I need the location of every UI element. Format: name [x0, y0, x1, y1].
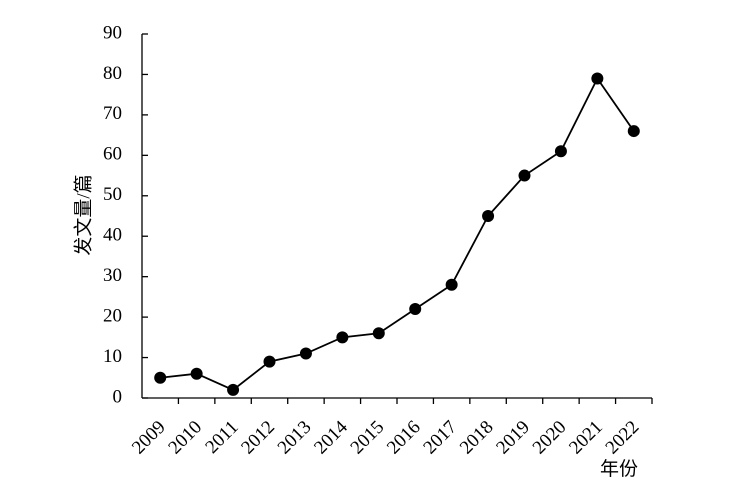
- data-point: [409, 303, 422, 316]
- x-tick-label: 2020: [529, 417, 571, 459]
- x-tick-label: 2015: [347, 417, 389, 459]
- x-tick-label: 2012: [237, 417, 279, 459]
- x-tick-label: 2010: [164, 417, 206, 459]
- x-tick-label: 2022: [602, 417, 644, 459]
- y-tick-label: 0: [113, 386, 123, 407]
- x-axis-label: 年份: [600, 458, 638, 480]
- y-tick-label: 30: [103, 265, 122, 286]
- data-point: [482, 210, 495, 222]
- y-tick-label: 50: [103, 184, 122, 205]
- data-point: [190, 367, 203, 380]
- data-point: [227, 383, 240, 396]
- y-tick-label: 80: [103, 63, 122, 84]
- data-point: [263, 355, 276, 368]
- y-tick-label: 10: [103, 346, 122, 367]
- x-tick-label: 2014: [310, 416, 352, 458]
- x-tick-label: 2017: [419, 417, 461, 459]
- x-tick-label: 2013: [274, 417, 316, 459]
- x-tick-label: 2016: [383, 417, 425, 459]
- data-point: [554, 145, 567, 158]
- x-tick-label: 2021: [565, 417, 607, 459]
- y-axis-label: 发文量/篇: [72, 174, 94, 255]
- data-point: [154, 371, 167, 384]
- data-point: [627, 125, 640, 138]
- y-tick-label: 60: [103, 144, 122, 165]
- x-tick-label: 2018: [456, 417, 498, 459]
- y-tick-label: 90: [103, 22, 122, 43]
- y-tick-label: 20: [103, 305, 122, 326]
- x-tick-label: 2011: [201, 417, 242, 458]
- x-tick-label: 2019: [492, 417, 534, 459]
- data-point: [591, 72, 604, 85]
- data-point: [336, 331, 349, 344]
- data-point: [299, 347, 312, 360]
- x-tick-label: 2009: [128, 417, 170, 459]
- y-tick-label: 70: [103, 103, 122, 124]
- y-tick-label: 40: [103, 225, 122, 246]
- series-line: [160, 76, 635, 391]
- data-point: [518, 169, 531, 182]
- data-point: [372, 327, 385, 340]
- data-point: [445, 278, 458, 291]
